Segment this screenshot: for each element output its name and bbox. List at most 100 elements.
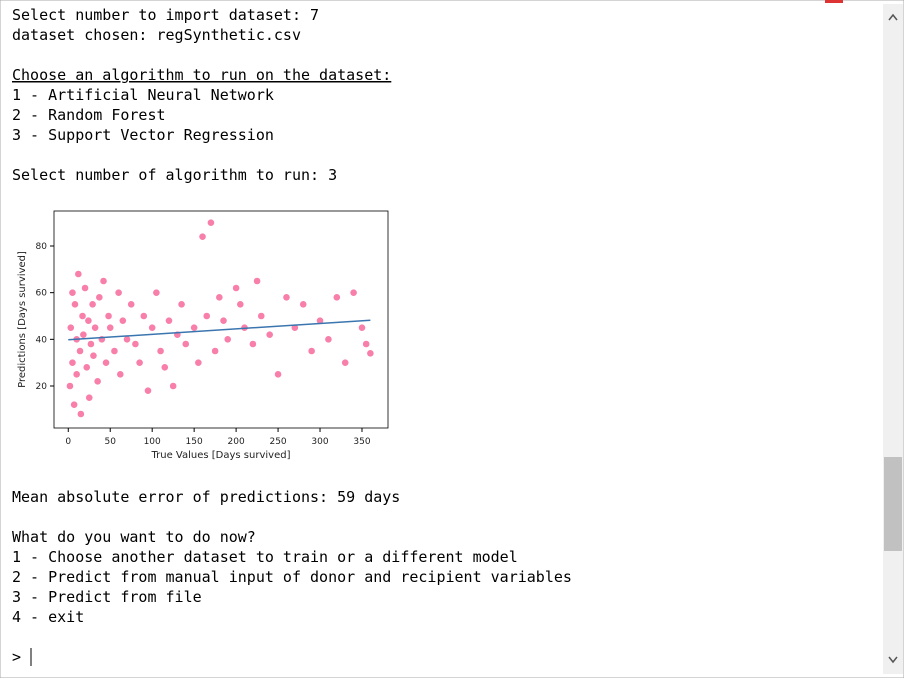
console-line: dataset chosen: regSynthetic.csv xyxy=(12,26,301,44)
point xyxy=(119,317,127,324)
point xyxy=(116,371,124,378)
point xyxy=(207,219,215,226)
point xyxy=(115,289,122,296)
point xyxy=(75,270,82,278)
point xyxy=(102,359,110,366)
point xyxy=(127,301,135,308)
point xyxy=(232,284,240,292)
x-tick-label: 50 xyxy=(104,437,116,447)
point xyxy=(140,312,148,320)
point xyxy=(105,312,112,320)
y-tick-label: 60 xyxy=(36,289,48,299)
point xyxy=(350,289,357,296)
point xyxy=(85,394,93,401)
y-axis-label: Predictions [Days survived] xyxy=(17,251,28,388)
point xyxy=(136,359,143,366)
point xyxy=(308,347,315,355)
point xyxy=(190,324,198,331)
console-line: 2 - Random Forest xyxy=(12,106,166,124)
point xyxy=(100,277,107,285)
point xyxy=(91,324,99,331)
point xyxy=(69,359,76,366)
point xyxy=(70,401,78,408)
x-tick-label: 250 xyxy=(269,437,286,447)
point xyxy=(148,324,156,331)
point xyxy=(165,317,173,324)
point xyxy=(89,301,96,308)
point xyxy=(111,347,118,355)
x-tick-label: 300 xyxy=(311,437,328,447)
x-tick-label: 150 xyxy=(186,437,203,447)
console-line: 3 - Support Vector Regression xyxy=(12,126,274,144)
point xyxy=(106,324,114,331)
point xyxy=(299,301,307,308)
point xyxy=(66,382,74,390)
point xyxy=(153,289,160,296)
point xyxy=(333,294,341,301)
point xyxy=(291,324,299,331)
y-tick-label: 80 xyxy=(36,242,48,252)
point xyxy=(73,371,80,378)
point xyxy=(79,312,86,320)
point xyxy=(257,312,265,320)
point xyxy=(182,340,190,348)
scroll-thumb[interactable] xyxy=(884,457,902,551)
console-line: Select number of algorithm to run: 3 xyxy=(12,166,337,184)
point xyxy=(362,340,370,348)
point xyxy=(220,317,227,324)
x-tick-label: 200 xyxy=(228,437,245,447)
point xyxy=(77,410,85,418)
point xyxy=(367,350,374,357)
point xyxy=(249,340,257,348)
scrollbar[interactable] xyxy=(883,4,903,674)
point xyxy=(224,336,232,343)
point xyxy=(144,387,152,394)
x-axis-label: True Values [Days survived] xyxy=(151,450,291,461)
console-line: Mean absolute error of predictions: 59 d… xyxy=(12,488,400,506)
point xyxy=(96,294,103,301)
x-tick-label: 100 xyxy=(144,437,161,447)
point xyxy=(274,371,282,378)
point xyxy=(253,277,261,285)
close-hint xyxy=(825,0,843,3)
point xyxy=(81,284,89,292)
point xyxy=(76,347,84,355)
point xyxy=(341,359,349,366)
console-line: 1 - Choose another dataset to train or a… xyxy=(12,548,518,566)
x-tick-label: 350 xyxy=(353,437,370,447)
point xyxy=(203,312,211,320)
point xyxy=(358,324,366,331)
console-line: 3 - Predict from file xyxy=(12,588,202,606)
console-heading: Choose an algorithm to run on the datase… xyxy=(12,66,391,84)
y-tick-label: 40 xyxy=(36,335,48,345)
point xyxy=(325,336,332,343)
console-line: 2 - Predict from manual input of donor a… xyxy=(12,568,572,586)
point xyxy=(178,301,185,308)
point xyxy=(216,294,223,301)
fit-line xyxy=(68,319,371,341)
point xyxy=(195,359,202,366)
point xyxy=(123,336,131,343)
point xyxy=(157,347,164,355)
point xyxy=(80,331,87,338)
console-line: 4 - exit xyxy=(12,608,84,626)
point xyxy=(237,301,244,308)
point xyxy=(87,340,95,348)
point xyxy=(266,331,273,338)
point xyxy=(90,352,97,359)
point xyxy=(83,364,91,371)
point xyxy=(283,294,290,301)
scroll-up[interactable] xyxy=(888,13,898,21)
scroll-down[interactable] xyxy=(888,656,898,664)
x-tick-label: 0 xyxy=(65,437,71,447)
point xyxy=(161,364,169,371)
point xyxy=(94,378,101,385)
point xyxy=(199,233,206,240)
point xyxy=(169,382,177,390)
y-tick-label: 20 xyxy=(36,382,48,392)
point xyxy=(132,340,139,348)
console-line: 1 - Artificial Neural Network xyxy=(12,86,274,104)
point xyxy=(69,289,76,296)
